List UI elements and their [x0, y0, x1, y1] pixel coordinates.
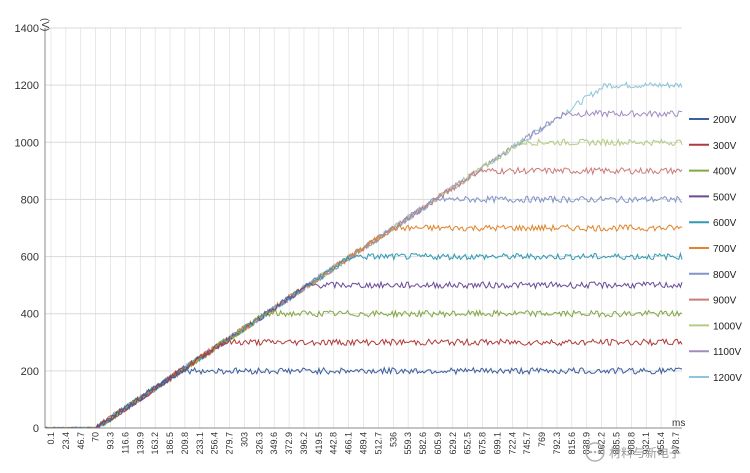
- x-tick-label: 745.7: [522, 432, 532, 455]
- legend: 200V 300V 400V 500V 600V 700V 800V 900V 1000V 110…: [689, 115, 742, 384]
- x-tick-label: 419.5: [314, 432, 324, 455]
- axes: [44, 28, 682, 429]
- x-tick-label: 815.6: [567, 432, 577, 455]
- x-tick-label: 349.6: [269, 432, 279, 455]
- x-tick-labels: 0.1 23.4 46.7 70 93.3 116.6 139.9 163.2 186.5 209…: [46, 432, 681, 455]
- x-tick-label: 489.4: [359, 432, 369, 455]
- x-tick-label: 536: [388, 432, 398, 447]
- y-tick-label: 200: [21, 366, 39, 378]
- x-tick-label: 862.2: [597, 432, 607, 455]
- x-tick-label: 46.7: [76, 432, 86, 450]
- series-line-300V: [44, 337, 683, 429]
- x-tick-label: 838.9: [582, 432, 592, 455]
- legend-label: 400V: [713, 167, 737, 178]
- x-tick-label: 629.2: [448, 432, 458, 455]
- x-tick-label: 582.6: [418, 432, 428, 455]
- x-tick-label: 955.4: [656, 432, 666, 455]
- series-line-800V: [44, 195, 683, 429]
- x-tick-label: 652.5: [463, 432, 473, 455]
- y-tick-label: 1200: [15, 80, 39, 92]
- y-tick-label: 800: [21, 194, 39, 206]
- watermark-text: 材料与新电子: [609, 445, 681, 460]
- grid-lines: [45, 27, 682, 429]
- x-axis-label: ms: [672, 418, 685, 429]
- x-tick-label: 326.3: [254, 432, 264, 455]
- x-tick-label: 792.3: [552, 432, 562, 455]
- series-line-200V: [44, 366, 683, 429]
- x-tick-label: 466.1: [344, 432, 354, 455]
- y-tick-label: 400: [21, 309, 39, 321]
- x-tick-label: 23.4: [61, 432, 71, 450]
- x-tick-label: 163.2: [150, 432, 160, 455]
- legend-label: 900V: [713, 296, 737, 307]
- x-tick-label: 978.7: [671, 432, 681, 455]
- x-tick-label: 279.7: [225, 432, 235, 455]
- x-tick-label: 885.5: [611, 432, 621, 455]
- x-tick-label: 116.6: [120, 432, 130, 454]
- legend-label: 1100V: [713, 347, 742, 358]
- legend-label: 700V: [713, 244, 737, 255]
- x-tick-label: 908.8: [626, 432, 636, 455]
- legend-label: 1200V: [713, 373, 742, 384]
- y-tick-label: 1400: [15, 23, 39, 35]
- legend-label: 800V: [713, 270, 737, 281]
- x-tick-label: 139.9: [135, 432, 145, 455]
- legend-label: 200V: [713, 115, 737, 126]
- legend-label: 500V: [713, 192, 737, 203]
- y-tick-labels: 0 200 400 600 800 1000 1200 1400: [15, 23, 39, 435]
- x-tick-label: 512.7: [373, 432, 383, 455]
- x-tick-label: 70: [91, 432, 101, 442]
- y-tick-label: 1000: [15, 137, 39, 149]
- x-tick-label: 605.9: [433, 432, 443, 455]
- x-tick-label: 93.3: [106, 432, 116, 450]
- legend-label: 300V: [713, 141, 737, 152]
- x-tick-label: 442.8: [329, 432, 339, 455]
- series-layer: [44, 81, 683, 429]
- x-tick-label: 209.8: [180, 432, 190, 455]
- x-tick-label: 559.3: [403, 432, 413, 455]
- series-line-600V: [44, 251, 683, 429]
- legend-label: 600V: [713, 218, 737, 229]
- x-tick-label: 675.8: [478, 432, 488, 455]
- x-tick-label: 372.9: [284, 432, 294, 455]
- y-axis-label: (V): [39, 18, 50, 31]
- x-tick-label: 303: [239, 432, 249, 447]
- x-tick-label: 0.1: [46, 432, 56, 445]
- y-tick-label: 600: [21, 252, 39, 264]
- x-tick-label: 233.1: [195, 432, 205, 455]
- x-tick-label: 769: [537, 432, 547, 447]
- y-tick-label: 0: [33, 423, 39, 435]
- chat-bubble-icon: [585, 442, 605, 462]
- x-tick-label: 722.4: [507, 432, 517, 455]
- x-tick-label: 186.5: [165, 432, 175, 455]
- watermark: 材料与新电子: [585, 442, 681, 462]
- x-tick-label: 932.1: [641, 432, 651, 455]
- x-tick-label: 699.1: [492, 432, 502, 455]
- legend-label: 1000V: [713, 321, 742, 332]
- x-tick-label: 256.4: [210, 432, 220, 455]
- x-tick-label: 396.2: [299, 432, 309, 455]
